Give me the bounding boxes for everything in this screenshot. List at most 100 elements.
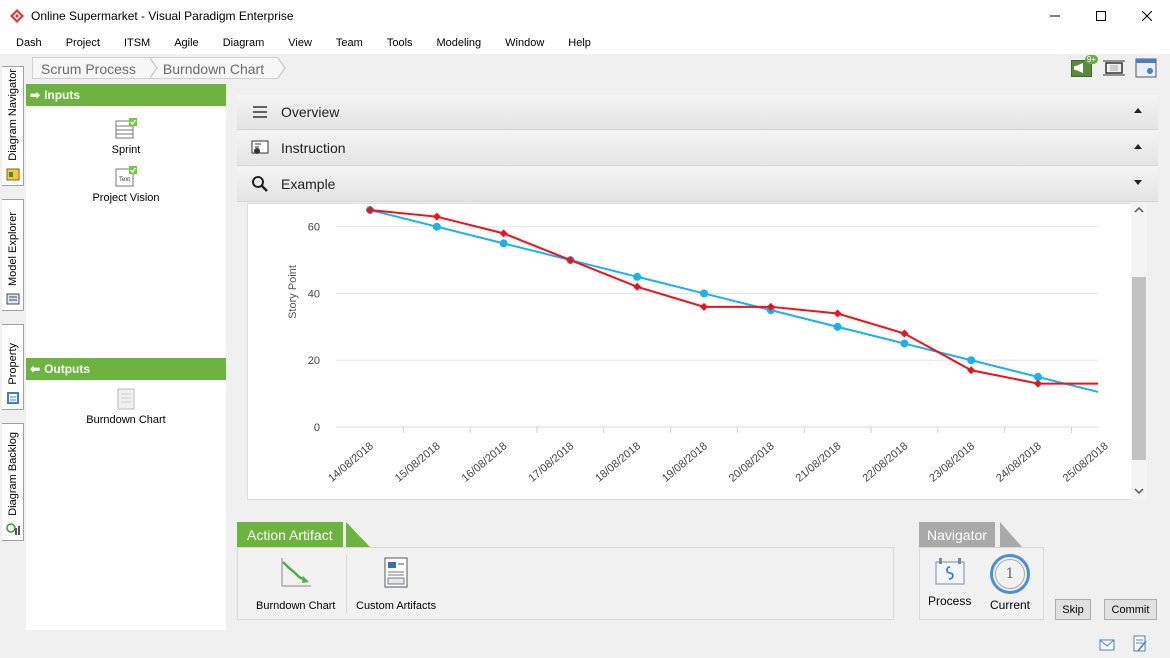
menu-agile[interactable]: Agile (174, 37, 199, 49)
close-button[interactable] (1124, 0, 1170, 32)
breadcrumb: Scrum Process Burndown Chart (32, 57, 287, 79)
caret-up-icon (1134, 108, 1142, 113)
action-artifact-header: Action Artifact (237, 522, 343, 547)
table-icon (115, 118, 137, 139)
y-axis-label: Story Point (287, 265, 299, 319)
x-tick-label: 19/08/2018 (660, 440, 710, 485)
actual-series-line (369, 209, 1098, 385)
rail-tab-model-explorer[interactable]: Model Explorer (2, 199, 24, 311)
minimize-button[interactable] (1032, 0, 1078, 32)
breadcrumb-label: Burndown Chart (162, 61, 265, 77)
action-custom-artifacts[interactable]: Custom Artifacts (356, 556, 436, 612)
output-label: Burndown Chart (86, 414, 166, 426)
top-right-toolbar: 9+ (1070, 55, 1158, 79)
breadcrumb-item-burndown-chart[interactable]: Burndown Chart (149, 57, 287, 79)
commit-button[interactable]: Commit (1104, 599, 1157, 620)
actual-data-point (499, 229, 508, 238)
instruction-section-header[interactable]: Instruction (237, 131, 1158, 166)
rail-tab-diagram-backlog[interactable]: Diagram Backlog (2, 423, 24, 541)
rail-tab-property[interactable]: Property (2, 324, 24, 410)
menu-window[interactable]: Window (505, 37, 545, 49)
inputs-header-label: Inputs (44, 88, 81, 102)
list-icon (251, 103, 269, 121)
x-tick-label: 17/08/2018 (526, 440, 576, 485)
edit-document-icon[interactable] (1132, 635, 1148, 653)
actual-data-point (833, 309, 842, 318)
actual-data-point (700, 302, 708, 311)
minimize-icon (1050, 15, 1060, 17)
actual-data-point (566, 256, 575, 265)
navigator-item-label: Current (990, 598, 1031, 612)
app-logo-icon (10, 9, 24, 23)
x-tick-label: 14/08/2018 (326, 440, 376, 485)
actual-data-point (633, 282, 642, 291)
close-icon (1142, 11, 1152, 21)
action-item-label: Burndown Chart (256, 600, 336, 612)
menu-tools[interactable]: Tools (386, 37, 413, 49)
menu-view[interactable]: View (288, 37, 312, 49)
menu-team[interactable]: Team (335, 37, 363, 49)
navigator-item-label: Process (928, 594, 972, 608)
custom-artifacts-icon (384, 557, 408, 588)
ideal-data-point (833, 322, 842, 331)
input-sprint[interactable]: Sprint (26, 118, 226, 156)
current-step-icon: 1 (990, 554, 1030, 594)
ideal-data-point (1034, 372, 1042, 381)
output-burndown-chart[interactable]: Burndown Chart (26, 388, 226, 426)
action-burndown-chart[interactable]: Burndown Chart (256, 556, 336, 612)
mail-icon[interactable] (1099, 638, 1115, 652)
menu-dash[interactable]: Dash (16, 37, 42, 49)
overview-label: Overview (281, 104, 340, 120)
rail-tab-label: Diagram Navigator (6, 69, 19, 161)
action-artifact-panel: Burndown Chart Custom Artifacts (237, 547, 894, 620)
breadcrumb-item-scrum-process[interactable]: Scrum Process (32, 57, 158, 79)
ideal-data-point (900, 339, 909, 348)
rail-tab-label: Diagram Backlog (6, 432, 19, 516)
caret-up-icon (1134, 144, 1142, 149)
skip-button[interactable]: Skip (1055, 599, 1091, 620)
current-step-number: 1 (995, 559, 1025, 589)
model-explorer-icon (6, 293, 19, 305)
notification-button[interactable]: 9+ (1070, 55, 1098, 79)
input-project-vision[interactable]: Text Project Vision (26, 166, 226, 204)
actual-data-point (967, 366, 976, 375)
menu-diagram[interactable]: Diagram (222, 37, 265, 49)
actual-data-point (1034, 379, 1042, 388)
document-icon (117, 388, 135, 410)
maximize-button[interactable] (1078, 0, 1124, 32)
scrollbar-arrows (1134, 206, 1144, 495)
menu-project[interactable]: Project (65, 37, 100, 49)
process-icon (935, 558, 965, 585)
navigator-label: Navigator (927, 526, 987, 543)
menu-itsm[interactable]: ITSM (123, 37, 151, 49)
outputs-header: ⬅ Outputs (26, 358, 226, 380)
megaphone-icon (1071, 60, 1092, 77)
breadcrumb-label: Scrum Process (41, 61, 136, 77)
navigator-current[interactable]: 1 Current (990, 554, 1031, 612)
rail-tab-diagram-navigator[interactable]: Diagram Navigator (2, 66, 24, 186)
x-tick-label: 24/08/2018 (994, 440, 1044, 485)
action-artifact-tab-tail (346, 522, 370, 547)
layout-icon (1135, 58, 1157, 78)
ideal-data-point (700, 289, 708, 298)
title-bar: Online Supermarket - Visual Paradigm Ent… (0, 0, 1170, 32)
ideal-data-point (967, 356, 976, 365)
property-icon (6, 392, 19, 404)
fit-view-button[interactable] (1102, 57, 1126, 79)
menu-modeling[interactable]: Modeling (436, 37, 482, 49)
x-tick-label: 22/08/2018 (860, 440, 910, 485)
example-section-header[interactable]: Example (237, 167, 1158, 202)
x-tick-label: 21/08/2018 (794, 440, 844, 485)
actual-data-point (366, 206, 374, 214)
divider (346, 554, 347, 614)
x-tick-label: 15/08/2018 (393, 440, 443, 485)
overview-section-header[interactable]: Overview (237, 95, 1158, 130)
menu-help[interactable]: Help (568, 37, 591, 49)
actual-data-point (766, 302, 775, 311)
layout-button[interactable] (1134, 57, 1158, 79)
ideal-data-point (499, 239, 508, 248)
navigator-process[interactable]: Process (928, 556, 971, 608)
rail-tab-label: Property (6, 343, 19, 385)
y-tick-label: 20 (308, 355, 320, 367)
scrollbar-thumb[interactable] (1132, 277, 1146, 460)
